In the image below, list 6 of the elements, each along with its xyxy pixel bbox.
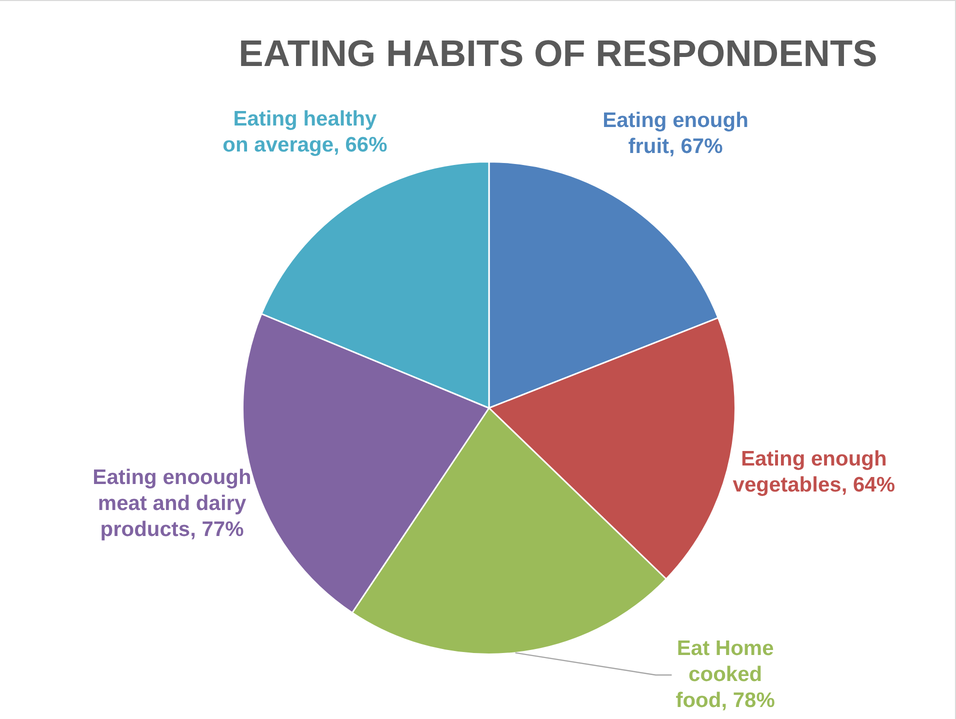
slice-label: Eat Home cooked food, 78% <box>676 636 776 712</box>
slice-label: Eating healthy on average, 66% <box>222 107 388 156</box>
slice-label: Eating enough fruit, 67% <box>602 109 748 158</box>
chart-title: EATING HABITS OF RESPONDENTS <box>238 33 878 75</box>
slice-label: Eating enoough meat and dairy products, 77% <box>92 466 252 541</box>
slice-label: Eating enough vegetables, 64% <box>732 447 896 496</box>
